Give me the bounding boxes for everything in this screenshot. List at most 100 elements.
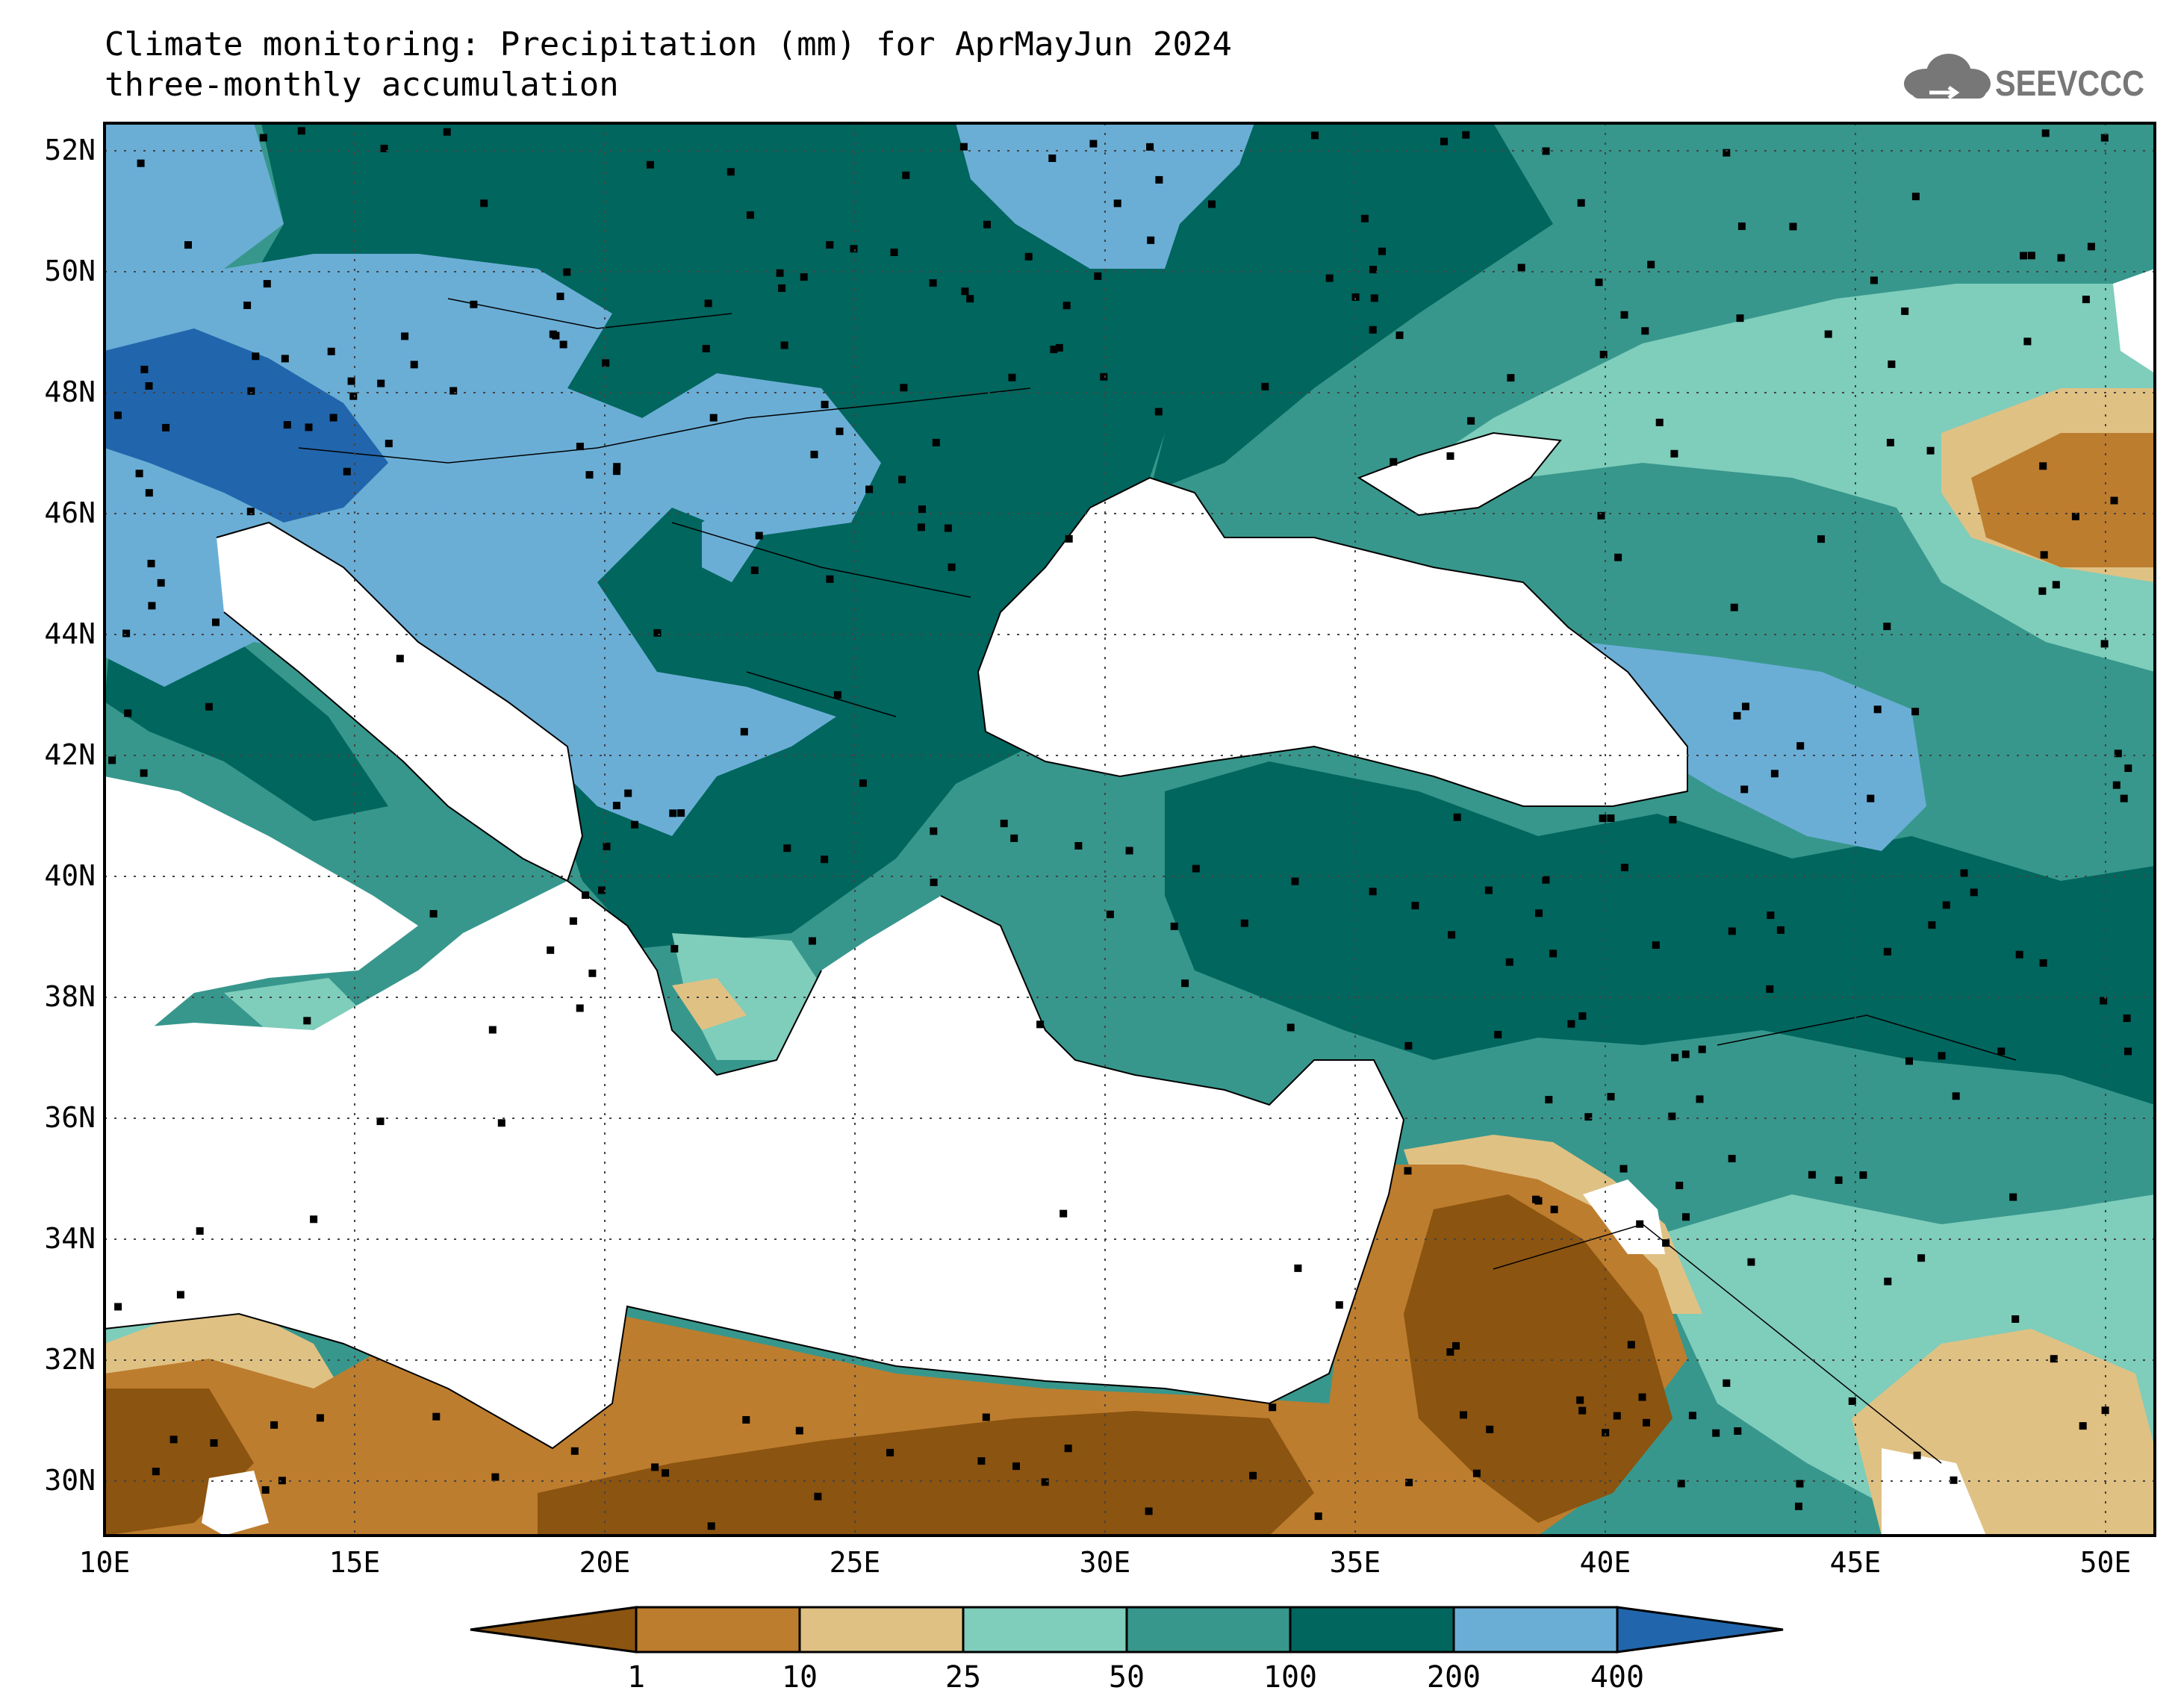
- station-marker: [1638, 1393, 1646, 1401]
- station-marker: [2039, 462, 2047, 470]
- station-marker: [1181, 979, 1189, 988]
- station-marker: [491, 1473, 500, 1481]
- station-marker: [113, 411, 122, 420]
- colorbar-tick-label: 50: [1109, 1660, 1145, 1695]
- station-marker: [902, 171, 910, 179]
- station-marker: [961, 287, 969, 296]
- country-border: [298, 298, 2017, 1464]
- station-marker: [1867, 794, 1875, 802]
- station-marker: [1462, 131, 1470, 139]
- station-marker: [1627, 1341, 1635, 1349]
- station-marker: [809, 937, 816, 945]
- station-marker: [2114, 749, 2122, 758]
- lat-label: 32N: [44, 1343, 96, 1376]
- station-marker: [612, 802, 620, 810]
- station-marker: [1577, 199, 1585, 207]
- station-marker: [552, 331, 560, 340]
- precip-zone-200-400: [702, 493, 762, 582]
- black-sea: [978, 478, 1687, 806]
- colorbar-tick-label: 100: [1263, 1660, 1317, 1695]
- station-marker: [480, 199, 488, 208]
- colorbar-tick-label: 25: [945, 1660, 981, 1695]
- station-marker: [261, 1486, 270, 1494]
- station-marker: [349, 392, 358, 400]
- station-marker: [1728, 927, 1736, 935]
- station-marker: [347, 377, 355, 385]
- station-marker: [1576, 1396, 1584, 1404]
- station-marker: [1545, 1096, 1553, 1104]
- station-marker: [1740, 785, 1749, 794]
- station-marker: [1240, 919, 1248, 927]
- station-marker: [205, 702, 213, 711]
- station-marker: [1671, 1053, 1679, 1062]
- station-marker: [2040, 551, 2048, 559]
- station-marker: [886, 1448, 894, 1456]
- station-marker: [977, 1457, 986, 1465]
- station-marker: [443, 128, 451, 136]
- station-marker: [145, 382, 153, 390]
- precip-zone-25-50: [1404, 284, 2155, 672]
- station-marker: [1404, 1041, 1413, 1050]
- station-marker: [669, 809, 677, 817]
- station-marker: [776, 269, 784, 277]
- station-marker: [1369, 266, 1377, 274]
- station-marker: [702, 345, 710, 352]
- station-marker: [401, 332, 409, 340]
- station-marker: [1325, 274, 1334, 282]
- station-marker: [1599, 814, 1607, 823]
- seevccc-logo: SEEVCCC: [1904, 54, 2144, 104]
- colorbar-tick-label: 10: [782, 1660, 818, 1695]
- station-marker: [2120, 794, 2128, 802]
- station-marker: [1734, 1427, 1742, 1435]
- station-marker: [1549, 950, 1558, 958]
- lat-label: 38N: [44, 980, 96, 1013]
- station-marker: [385, 440, 393, 448]
- station-marker: [1024, 252, 1033, 261]
- station-marker: [1728, 1155, 1736, 1162]
- station-marker: [2009, 1193, 2017, 1201]
- mediterranean-sea: [105, 881, 1404, 1448]
- station-marker: [1448, 931, 1456, 939]
- lat-label: 46N: [44, 496, 96, 529]
- precip-zone-below-1: [538, 1411, 1314, 1536]
- colorbar-segment: [1125, 1606, 1292, 1654]
- lon-label: 15E: [329, 1546, 381, 1579]
- station-marker: [140, 365, 149, 373]
- station-marker: [1848, 1397, 1856, 1405]
- station-marker: [1970, 888, 1978, 897]
- lon-label: 20E: [579, 1546, 631, 1579]
- station-marker: [1681, 1050, 1690, 1059]
- station-marker: [865, 485, 874, 493]
- station-marker: [1620, 864, 1628, 872]
- station-marker: [890, 249, 898, 256]
- lat-label: 36N: [44, 1101, 96, 1134]
- map-subtitle: three-monthly accumulation: [105, 66, 619, 104]
- station-marker: [929, 279, 937, 287]
- station-marker: [281, 355, 289, 363]
- station-marker: [709, 414, 718, 422]
- station-marker: [982, 1413, 990, 1421]
- station-marker: [283, 421, 291, 429]
- station-marker: [1155, 175, 1163, 184]
- colorbar-segment: [1452, 1606, 1619, 1654]
- station-marker: [1484, 886, 1493, 894]
- station-marker: [1154, 408, 1163, 416]
- station-marker: [944, 524, 952, 532]
- station-marker: [900, 384, 908, 392]
- station-marker: [1602, 1429, 1610, 1437]
- station-marker: [670, 944, 679, 953]
- tyrrhenian-sea: [105, 776, 418, 1030]
- station-marker: [1517, 264, 1525, 272]
- station-marker: [376, 1118, 385, 1126]
- station-marker: [1286, 1023, 1295, 1032]
- lat-label: 48N: [44, 375, 96, 408]
- precip-zone-below-1: [1404, 1194, 1673, 1523]
- station-marker: [488, 1026, 497, 1034]
- station-marker: [147, 559, 155, 567]
- sea-of-azov: [1359, 433, 1561, 515]
- station-marker: [2015, 950, 2023, 959]
- station-marker: [1395, 331, 1404, 340]
- station-marker: [1008, 373, 1016, 381]
- station-marker: [1913, 1451, 1921, 1459]
- station-marker: [1378, 247, 1386, 255]
